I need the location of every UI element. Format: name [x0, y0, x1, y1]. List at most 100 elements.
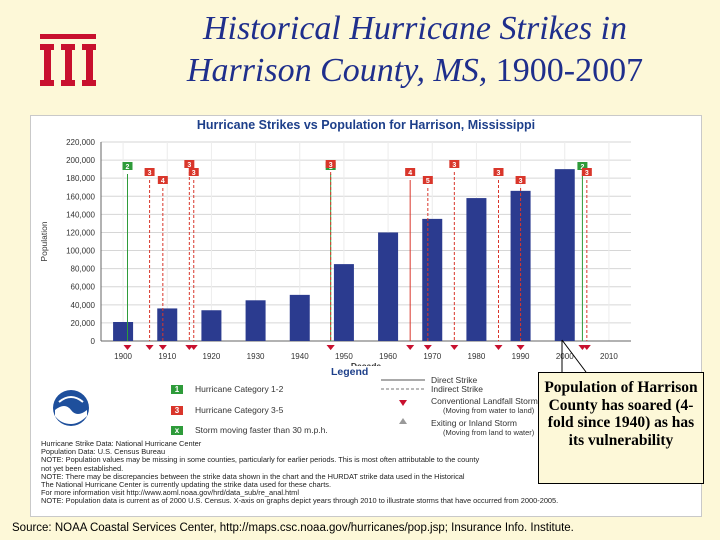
legend-indirect-strike: Indirect Strike — [431, 384, 483, 394]
legend-exiting-sub: (Moving from land to water) — [443, 428, 535, 437]
strike-category-label: 3 — [148, 170, 152, 177]
y-tick-label: 80,000 — [71, 265, 96, 274]
slide-title: Historical Hurricane Strikes in Harrison… — [120, 8, 710, 92]
y-tick-label: 60,000 — [71, 283, 96, 292]
y-axis-label: Population — [39, 221, 49, 261]
legend-cat35-box: 3 — [171, 406, 183, 415]
noaa-logo — [53, 390, 89, 426]
bar — [157, 308, 178, 341]
note-line: Population Data: U.S. Census Bureau — [41, 448, 166, 457]
y-tick-label: 200,000 — [66, 156, 95, 165]
landfall-marker — [406, 345, 415, 350]
bar — [466, 198, 487, 341]
exiting-marker-icon — [399, 418, 407, 424]
landfall-marker — [494, 345, 503, 350]
chart-title: Hurricane Strikes vs Population for Harr… — [196, 118, 536, 132]
note-line: NOTE: Population data is current as of 2… — [41, 497, 559, 506]
legend-fast-storm-box: x — [171, 426, 183, 435]
population-callout: Population of Harrison County has soared… — [538, 372, 704, 484]
x-tick-label: 1950 — [335, 352, 353, 361]
landfall-marker — [326, 345, 335, 350]
y-tick-label: 40,000 — [71, 301, 96, 310]
y-tick-label: 220,000 — [66, 138, 95, 147]
legend-direct-strike: Direct Strike — [431, 375, 478, 385]
strike-marker — [157, 176, 168, 184]
strike-category-label: 4 — [161, 178, 165, 185]
strike-category-label: 3 — [519, 178, 523, 185]
note-line: Hurricane Strike Data: National Hurrican… — [41, 440, 202, 448]
bar — [245, 300, 266, 341]
data-notes: Hurricane Strike Data: National Hurrican… — [41, 440, 691, 506]
bar — [378, 232, 399, 341]
title-years: 1900-2007 — [495, 52, 644, 89]
strike-category-label: 5 — [426, 178, 430, 185]
landfall-marker — [145, 345, 154, 350]
y-tick-label: 160,000 — [66, 192, 95, 201]
legend-landfall: Conventional Landfall Storm — [431, 396, 538, 406]
legend-cat12-label: Hurricane Category 1-2 — [195, 384, 284, 394]
bar — [201, 310, 222, 341]
strike-marker — [449, 160, 460, 168]
strike-category-label: 3 — [187, 162, 191, 169]
x-tick-label: 1970 — [423, 352, 441, 361]
source-note: Source: NOAA Coastal Services Center, ht… — [12, 522, 574, 534]
x-tick-label: 1990 — [512, 352, 530, 361]
strike-category-label: 2 — [126, 164, 130, 171]
strike-marker — [188, 168, 199, 176]
strike-marker — [122, 162, 133, 170]
note-line: not yet been established. — [41, 464, 124, 473]
landfall-marker — [450, 345, 459, 350]
title-line-1: Historical Hurricane Strikes in — [202, 10, 628, 47]
strike-category-label: 3 — [452, 162, 456, 169]
note-line: The National Hurricane Center is current… — [41, 481, 332, 490]
strike-category-label: 3 — [585, 170, 589, 177]
x-tick-label: 1980 — [468, 352, 486, 361]
landfall-marker — [189, 345, 198, 350]
x-tick-label: 2010 — [600, 352, 618, 361]
y-tick-label: 120,000 — [66, 228, 95, 237]
strike-marker — [515, 176, 526, 184]
legend-exiting: Exiting or Inland Storm — [431, 418, 517, 428]
x-tick-label: 1960 — [379, 352, 397, 361]
legend-title: Legend — [331, 366, 369, 378]
strike-marker — [493, 168, 504, 176]
y-tick-label: 0 — [91, 337, 96, 346]
landfall-marker-icon — [399, 400, 407, 406]
legend-fast-storm-label: Storm moving faster than 30 m.p.h. — [195, 425, 328, 435]
bar — [113, 322, 134, 341]
x-tick-label: 2000 — [556, 352, 574, 361]
landfall-marker — [158, 345, 167, 350]
strike-category-label: 4 — [408, 170, 412, 177]
y-tick-label: 140,000 — [66, 210, 95, 219]
strike-category-label: 3 — [192, 170, 196, 177]
x-tick-label: 1930 — [247, 352, 265, 361]
x-tick-label: 1940 — [291, 352, 309, 361]
bar — [333, 264, 354, 341]
legend-cat35-label: Hurricane Category 3-5 — [195, 405, 284, 415]
note-line: For more information visit http://www.ao… — [41, 489, 299, 498]
landfall-marker — [423, 345, 432, 350]
landfall-marker — [516, 345, 525, 350]
strike-category-label: 3 — [329, 162, 333, 169]
x-tick-label: 1910 — [158, 352, 176, 361]
legend-line-symbols — [381, 379, 425, 424]
strike-marker — [184, 160, 195, 168]
strike-category-label: 3 — [497, 170, 501, 177]
bar — [422, 218, 443, 341]
y-tick-label: 100,000 — [66, 247, 95, 256]
strike-marker — [581, 168, 592, 176]
title-line-2: Harrison County, MS, — [186, 52, 496, 89]
legend-cat12-box: 1 — [171, 385, 183, 394]
strike-marker — [577, 162, 588, 170]
x-tick-label: 1900 — [114, 352, 132, 361]
strike-marker — [325, 160, 336, 168]
landfall-marker — [123, 345, 132, 350]
x-tick-label: 1920 — [203, 352, 221, 361]
x-axis-label: Decade — [351, 361, 382, 366]
bar — [289, 294, 310, 341]
strike-marker — [405, 168, 416, 176]
y-tick-label: 20,000 — [71, 319, 96, 328]
iii-logo — [40, 34, 96, 86]
bar — [554, 169, 575, 341]
strike-marker — [144, 168, 155, 176]
